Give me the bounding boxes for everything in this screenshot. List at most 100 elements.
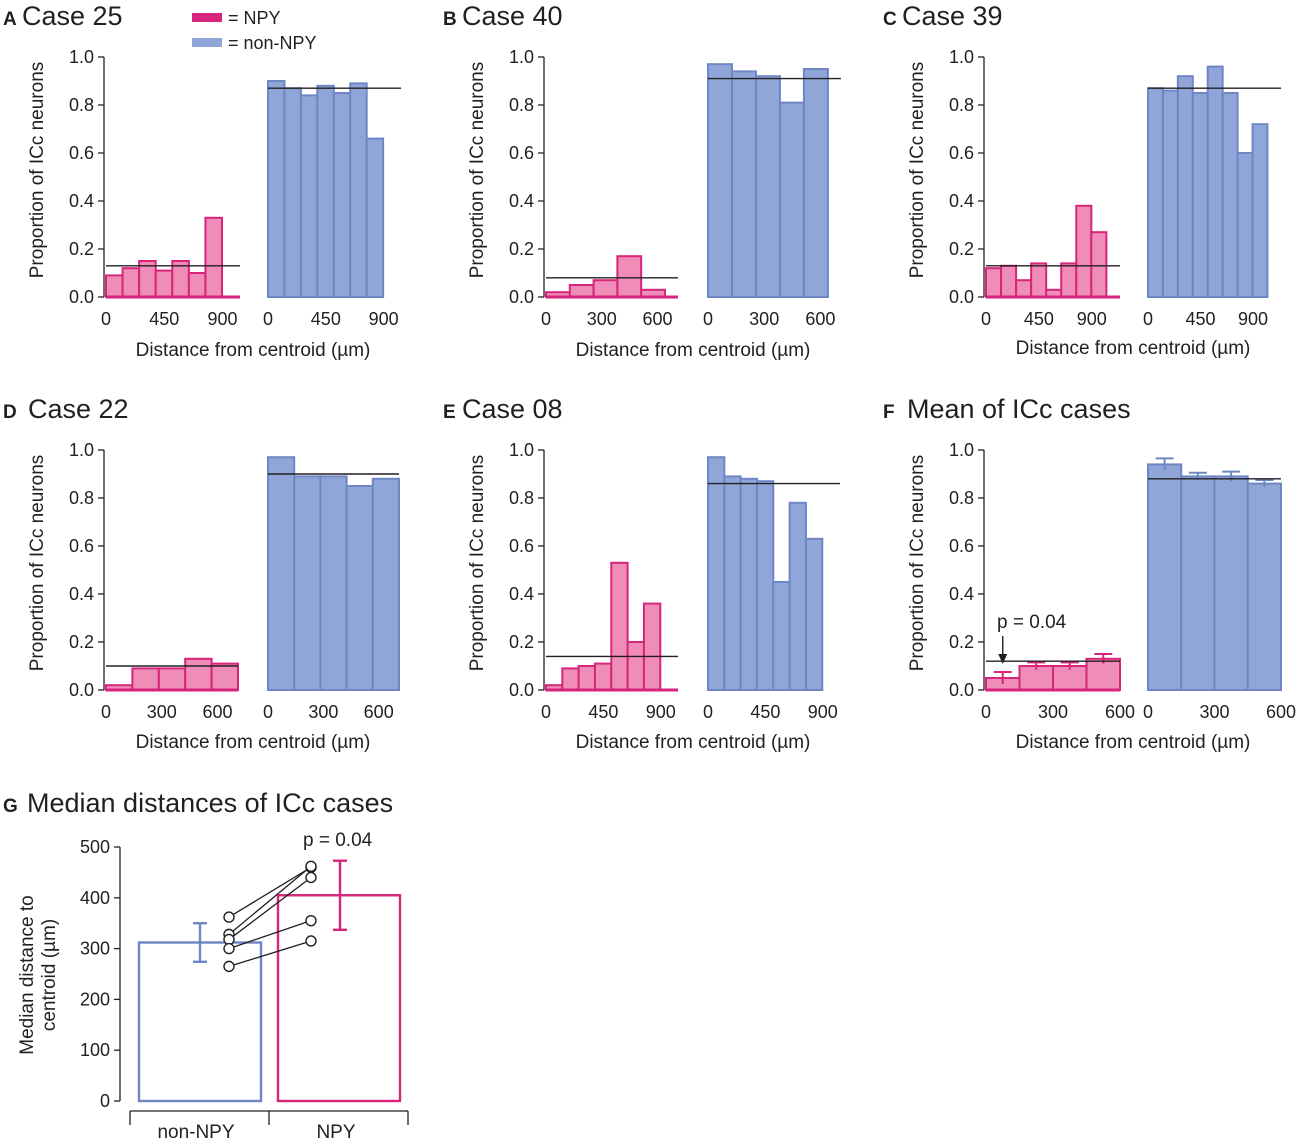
- panel-a-non-npy-bar: [267, 80, 286, 298]
- panel-c-npy-xtick-label: 450: [1024, 309, 1054, 329]
- panel-c-ytick-label: 0.2: [949, 239, 974, 259]
- panel-g-non-npy-point: [223, 942, 235, 955]
- panel-b-npy-xtick-label: 300: [587, 309, 617, 329]
- panel-d-npy-bar: [184, 657, 213, 691]
- panel-c-npy-bar: [1000, 264, 1018, 298]
- panel-f-non-npy-bar: [1246, 482, 1282, 691]
- panel-e-non-npy-bar: [772, 581, 791, 691]
- panel-e-letter: E: [443, 402, 456, 423]
- panel-a-non-npy-bar: [299, 94, 319, 299]
- panel-b-npy-xtick-label: 600: [643, 309, 673, 329]
- panel-g-ytick-label: 100: [80, 1040, 110, 1060]
- panel-a-non-npy-bar: [283, 87, 302, 298]
- panel-d-letter: D: [3, 402, 17, 423]
- panel-d-npy-bar: [210, 662, 240, 691]
- panel-c-non-npy-bar: [1251, 123, 1269, 298]
- panel-c-ylabel: Proportion of ICc neurons: [907, 62, 928, 279]
- panel-a-title: Case 25: [22, 1, 123, 31]
- panel-f-npy-bar: [1085, 657, 1121, 691]
- panel-e-ylabel: Proportion of ICc neurons: [467, 455, 488, 672]
- panel-g-ytick-label: 400: [80, 888, 110, 908]
- panel-g-npy-point: [305, 914, 317, 927]
- panel-g-non-npy-point: [223, 960, 235, 973]
- panel-f-non-npy-xtick-label: 0: [1143, 702, 1153, 722]
- panel-g-ytick-label: 0: [100, 1091, 110, 1111]
- panel-g-pair-line: [228, 920, 312, 950]
- panel-a-npy-bar: [154, 269, 174, 299]
- panel-b-title: Case 40: [462, 1, 563, 31]
- panel-c-npy-bar: [1075, 204, 1093, 298]
- panel-b-npy-xtick-label: 0: [541, 309, 551, 329]
- panel-f-npy-xtick-label: 300: [1038, 702, 1068, 722]
- panel-e-non-npy-xtick-label: 900: [808, 702, 838, 722]
- panel-a-npy-bar: [121, 267, 141, 299]
- panel-a-non-npy-bar: [349, 82, 368, 299]
- panel-c-npy-bar: [1030, 262, 1048, 298]
- panel-b-non-npy-xtick-label: 300: [749, 309, 779, 329]
- panel-g-category-non-npy: non-NPY: [157, 1122, 234, 1143]
- panel-e-ytick-label: 1.0: [509, 440, 534, 460]
- panel-c-non-npy-xtick-label: 450: [1185, 309, 1215, 329]
- panel-c-ytick-label: 1.0: [949, 47, 974, 67]
- panel-d-ytick-label: 0.6: [69, 536, 94, 556]
- panel-e-ytick-label: 0.8: [509, 488, 534, 508]
- panel-a-ytick-label: 0.2: [69, 239, 94, 259]
- panel-d-ytick-label: 0.2: [69, 632, 94, 652]
- panel-e-ytick-label: 0.6: [509, 536, 534, 556]
- panel-e-non-npy-bar: [739, 477, 758, 691]
- panel-f-non-npy-bar: [1180, 475, 1216, 691]
- panel-e-non-npy-xtick-label: 0: [703, 702, 713, 722]
- panel-a-ytick-label: 0.6: [69, 143, 94, 163]
- panel-d-ylabel: Proportion of ICc neurons: [27, 455, 48, 672]
- panel-b-non-npy-xtick-label: 600: [805, 309, 835, 329]
- panel-d-ytick-label: 0.4: [69, 584, 94, 604]
- panel-f-arrow-head: [998, 654, 1008, 664]
- panel-d-npy-xtick-label: 600: [203, 702, 233, 722]
- panel-c-ytick-label: 0.8: [949, 95, 974, 115]
- panel-a-npy-bar: [105, 274, 124, 298]
- panel-b-ytick-label: 0.2: [509, 239, 534, 259]
- panel-g-ylabel-line2: centroid (µm): [39, 919, 60, 1031]
- panel-c-non-npy-xtick-label: 900: [1238, 309, 1268, 329]
- panel-e-npy-xtick-label: 900: [646, 702, 676, 722]
- panel-e-non-npy-xtick-label: 450: [750, 702, 780, 722]
- panel-b-non-npy-bar: [802, 68, 829, 298]
- panel-g-pair-line: [228, 876, 312, 940]
- panel-f-ytick-label: 0.4: [949, 584, 974, 604]
- panel-f-npy-xtick-label: 0: [981, 702, 991, 722]
- panel-a-ytick-label: 0.8: [69, 95, 94, 115]
- panel-f-ytick-label: 1.0: [949, 440, 974, 460]
- panel-a-xlabel: Distance from centroid (µm): [136, 340, 371, 361]
- panel-e-npy-bar: [577, 665, 596, 691]
- panel-a-non-npy-bar: [316, 84, 335, 298]
- panel-d-non-npy-bar: [345, 485, 374, 691]
- panel-e-npy-bar: [561, 667, 580, 692]
- panel-g-non-npy-point: [223, 911, 235, 923]
- panel-f-non-npy-bar: [1147, 463, 1183, 691]
- panel-e-ytick-label: 0.4: [509, 584, 534, 604]
- panel-f-pvalue: p = 0.04: [997, 612, 1067, 633]
- panel-b-ytick-label: 0.0: [509, 287, 534, 307]
- panel-c-ytick-label: 0.4: [949, 191, 974, 211]
- panel-d-non-npy-xtick-label: 0: [263, 702, 273, 722]
- panel-g-ytick-label: 500: [80, 837, 110, 857]
- panel-g-ytick-label: 300: [80, 939, 110, 959]
- panel-g-non-npy-bar: [137, 941, 263, 1103]
- panel-e-xlabel: Distance from centroid (µm): [576, 732, 811, 753]
- panel-c-npy-xtick-label: 0: [981, 309, 991, 329]
- panel-a-letter: A: [3, 9, 17, 30]
- panel-d-ytick-label: 1.0: [69, 440, 94, 460]
- legend: = NPY = non-NPY: [192, 8, 317, 53]
- panel-c-npy-xtick-label: 900: [1077, 309, 1107, 329]
- panel-d-non-npy-bar: [319, 475, 348, 691]
- panel-f-ylabel: Proportion of ICc neurons: [907, 455, 928, 672]
- panel-e-non-npy-bar: [723, 475, 742, 691]
- panel-a-npy-xtick-label: 450: [149, 309, 179, 329]
- panel-b-ytick-label: 0.4: [509, 191, 534, 211]
- panel-b-non-npy-bar: [707, 63, 733, 298]
- panel-a-non-npy-xtick-label: 0: [263, 309, 273, 329]
- panel-c-ytick-label: 0.6: [949, 143, 974, 163]
- panel-d-ytick-label: 0.8: [69, 488, 94, 508]
- panel-b-ylabel: Proportion of ICc neurons: [467, 62, 488, 279]
